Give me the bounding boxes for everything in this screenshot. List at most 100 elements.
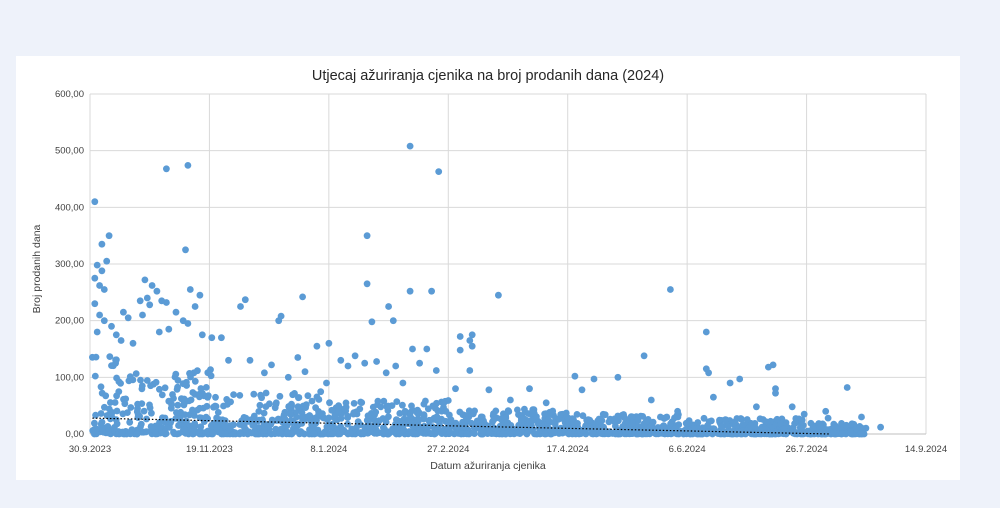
scatter-point [649,418,657,426]
scatter-point [295,394,302,402]
scatter-point [645,425,652,433]
scatter-point [198,331,206,339]
scatter-point [667,286,674,293]
scatter-point [289,391,297,399]
scatter-point [700,414,708,422]
scatter-point [294,403,302,411]
scatter-point [550,419,557,426]
scatter-point [420,412,428,420]
scatter-point [97,410,105,417]
scatter-point [579,412,587,420]
scatter-point [406,287,414,295]
scatter-point [218,430,226,438]
scatter-point [91,300,99,308]
scatter-point [817,423,825,431]
scatter-point [424,424,431,432]
scatter-point [184,162,192,169]
scatter-point [716,416,723,424]
scatter-point [344,362,352,370]
scatter-point [694,419,702,426]
scatter-point [169,391,176,398]
scatter-point [579,426,587,434]
scatter-point [675,430,683,438]
scatter-point [195,390,203,398]
scatter-point [356,405,364,413]
scatter-point [571,372,579,380]
scatter-point [202,413,210,421]
scatter-point [158,391,166,399]
scatter-point [337,415,345,422]
scatter-point [308,397,316,405]
scatter-point [382,418,390,426]
scatter-point [466,337,474,344]
scatter-point [730,420,737,427]
scatter-point [726,379,734,387]
scatter-point [551,429,558,437]
dense-points [89,353,870,438]
scatter-point [101,403,108,411]
scatter-point [254,417,262,425]
scatter-point [152,378,160,386]
scatter-point [372,408,380,416]
scatter-point [272,401,280,408]
scatter-point [456,346,464,354]
scatter-point [148,282,156,289]
scatter-point [133,430,141,438]
scatter-point [208,334,216,342]
scatter-point [757,426,765,433]
scatter-point [383,403,391,411]
scatter-point [249,421,257,429]
scatter-point [687,430,694,438]
scatter-point [124,314,132,322]
scatter-point [761,430,769,437]
scatter-point [399,401,406,409]
scatter-point [858,430,866,438]
scatter-point [196,291,204,299]
scatter-point [148,409,155,417]
scatter-point [299,293,306,301]
scatter-point [399,379,407,387]
scatter-point [183,417,190,425]
scatter-point [262,403,270,410]
scatter-point [181,411,189,418]
scatter-point [457,430,465,438]
scatter-point [541,430,549,438]
scatter-point [357,398,365,406]
scatter-point [393,398,401,405]
scatter-point [784,428,792,436]
scatter-point [119,428,126,436]
scatter-point [92,411,99,419]
scatter-point [126,418,134,426]
scatter-point [639,413,647,420]
scatter-point [99,426,107,433]
scatter-point [202,384,210,391]
scatter-point [143,415,150,423]
scatter-point [611,415,618,423]
scatter-point [189,406,196,414]
scatter-point [739,421,747,428]
scatter-point [121,400,129,408]
scatter-point [108,413,116,421]
scatter-point [737,415,745,422]
scatter-point [137,376,144,384]
scatter-point [350,400,358,407]
scatter-point [569,415,576,422]
scatter-point [143,294,151,302]
scatter-point [173,386,181,393]
scatter-point [287,417,295,425]
scatter-point [435,168,443,175]
scatter-point [127,404,135,411]
scatter-point [250,412,258,420]
scatter-point [120,308,127,316]
scatter-point [468,331,476,339]
scatter-point [140,407,148,415]
x-tick-label: 6.6.2024 [669,444,706,455]
scatter-point [209,429,217,437]
scatter-point [285,404,293,411]
scatter-point [148,425,156,433]
scatter-point [108,322,115,330]
scatter-point [372,426,380,433]
scatter-point [97,383,105,391]
scatter-point [831,424,839,431]
scatter-point [366,423,374,431]
